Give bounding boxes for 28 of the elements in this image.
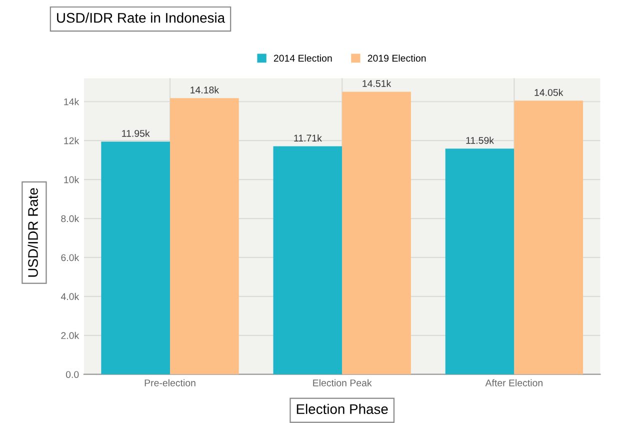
bar bbox=[342, 92, 411, 374]
y-tick-label: 14k bbox=[64, 98, 80, 106]
data-label: 14.18k bbox=[190, 86, 220, 94]
bar bbox=[273, 146, 342, 374]
x-tick-label: Pre-election bbox=[144, 379, 196, 386]
legend-label: 2019 Election bbox=[368, 54, 426, 62]
bar bbox=[101, 142, 170, 374]
y-tick-label: 0.0 bbox=[66, 371, 79, 378]
y-tick-label: 10k bbox=[64, 176, 80, 184]
y-tick-label: 2.0k bbox=[61, 332, 80, 340]
y-tick-label: 6.0k bbox=[61, 254, 80, 262]
chart-title: USD/IDR Rate in Indonesia bbox=[57, 12, 226, 23]
x-axis-title: Election Phase bbox=[296, 404, 388, 414]
data-label: 11.59k bbox=[466, 136, 494, 144]
bar bbox=[514, 100, 584, 374]
x-tick-label: Election Peak bbox=[313, 379, 372, 386]
data-label: 14.51k bbox=[362, 80, 392, 87]
x-tick-label: After Election bbox=[485, 379, 542, 386]
data-label: 14.05k bbox=[534, 88, 564, 96]
data-label: 11.71k bbox=[294, 134, 322, 142]
y-tick-label: 8.0k bbox=[61, 214, 80, 222]
bar bbox=[170, 98, 239, 374]
y-axis-title: USD/IDR Rate bbox=[28, 188, 38, 277]
y-tick-label: 4.0k bbox=[60, 292, 80, 300]
y-tick-label: 12k bbox=[64, 137, 80, 144]
data-label: 11.95k bbox=[122, 130, 150, 137]
legend-label: 2014 Election bbox=[274, 54, 332, 62]
bar bbox=[445, 148, 514, 374]
